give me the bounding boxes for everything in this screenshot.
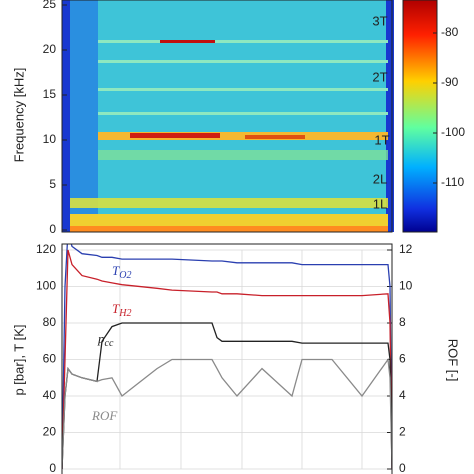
series-label-name: T	[112, 263, 120, 278]
series-label: ROF	[91, 408, 118, 423]
y-tick-label: 15	[43, 87, 57, 101]
y2-tick-label: 6	[399, 352, 406, 366]
harmonic-label: 2T	[372, 69, 387, 84]
y2-tick-label: 2	[399, 425, 406, 439]
series-label: TH2	[112, 301, 131, 319]
y-tick-label: 25	[43, 0, 57, 11]
series-line	[62, 357, 392, 470]
series-label-name: T	[112, 301, 120, 316]
y-tick-label: 100	[36, 279, 56, 293]
y2-tick-label: 12	[399, 242, 413, 256]
y-tick-label: 80	[43, 315, 57, 329]
y-tick-label: 20	[43, 425, 57, 439]
y-tick-label: 60	[43, 352, 57, 366]
y2-tick-label: 10	[399, 279, 413, 293]
harmonic-label: 3T	[372, 13, 387, 28]
y-axis-label: Frequency [kHz]	[11, 68, 26, 163]
spectrogram-image	[61, 0, 438, 233]
y-tick-label: 5	[49, 177, 56, 191]
colorbar-tick-label: -110	[441, 175, 464, 189]
y-axis-label: p [bar], T [K]	[11, 324, 26, 395]
colorbar	[402, 0, 438, 233]
y2-tick-label: 8	[399, 315, 406, 329]
colorbar-tick-label: -80	[441, 25, 459, 39]
series-group	[62, 244, 392, 470]
harmonic-label: 1T	[374, 132, 389, 147]
colorbar-tick-label: -100	[441, 125, 465, 139]
series-label: pcc	[97, 331, 114, 349]
y-tick-label: 10	[43, 132, 57, 146]
series-label-name: ROF	[91, 408, 118, 423]
y-tick-label: 40	[43, 388, 57, 402]
plot-frame	[61, 243, 393, 474]
y2-tick-label: 4	[399, 388, 406, 402]
harmonic-label: 2L	[373, 171, 387, 186]
colorbar-tick-label: -90	[441, 75, 459, 89]
y-tick-label: 120	[36, 242, 56, 256]
series-line	[62, 249, 392, 470]
series-label-sub: O2	[119, 270, 131, 281]
y2-tick-label: 0	[399, 461, 406, 474]
y-tick-label: 0	[49, 461, 56, 474]
series-label-sub: cc	[105, 338, 114, 349]
y-tick-label: 20	[43, 42, 57, 56]
y-tick-label: 0	[49, 222, 56, 236]
harmonic-label: 1L	[373, 196, 387, 211]
series-label-name: p	[97, 331, 105, 346]
series-label-sub: H2	[118, 308, 131, 319]
series-label: TO2	[112, 263, 131, 281]
y2-axis-label: ROF [-]	[446, 339, 461, 382]
series-line	[62, 244, 392, 470]
